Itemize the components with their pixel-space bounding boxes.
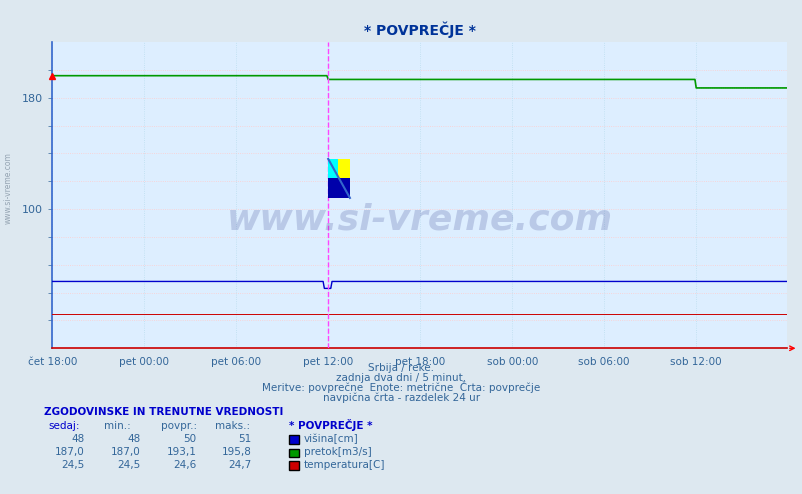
Text: ZGODOVINSKE IN TRENUTNE VREDNOSTI: ZGODOVINSKE IN TRENUTNE VREDNOSTI bbox=[44, 407, 283, 417]
Text: 50: 50 bbox=[184, 434, 196, 444]
Text: 187,0: 187,0 bbox=[111, 448, 140, 457]
Text: pretok[m3/s]: pretok[m3/s] bbox=[303, 448, 371, 457]
Text: 195,8: 195,8 bbox=[221, 448, 251, 457]
Text: višina[cm]: višina[cm] bbox=[303, 434, 358, 444]
Text: 24,6: 24,6 bbox=[173, 460, 196, 470]
Text: Srbija / reke.: Srbija / reke. bbox=[368, 364, 434, 373]
Text: 24,7: 24,7 bbox=[228, 460, 251, 470]
Text: 193,1: 193,1 bbox=[167, 448, 196, 457]
Text: www.si-vreme.com: www.si-vreme.com bbox=[226, 203, 612, 237]
Text: navpična črta - razdelek 24 ur: navpična črta - razdelek 24 ur bbox=[322, 393, 480, 403]
Text: 48: 48 bbox=[127, 434, 140, 444]
Text: * POVPREČJE *: * POVPREČJE * bbox=[289, 419, 372, 431]
Text: temperatura[C]: temperatura[C] bbox=[303, 460, 384, 470]
Text: 24,5: 24,5 bbox=[117, 460, 140, 470]
Text: www.si-vreme.com: www.si-vreme.com bbox=[3, 152, 13, 224]
Text: zadnja dva dni / 5 minut.: zadnja dva dni / 5 minut. bbox=[336, 373, 466, 383]
Title: * POVPREČJE *: * POVPREČJE * bbox=[363, 22, 475, 38]
Text: sedaj:: sedaj: bbox=[48, 421, 79, 431]
Bar bbox=[328, 159, 350, 198]
Text: povpr.:: povpr.: bbox=[160, 421, 196, 431]
Text: min.:: min.: bbox=[104, 421, 131, 431]
Text: Meritve: povprečne  Enote: metrične  Črta: povprečje: Meritve: povprečne Enote: metrične Črta:… bbox=[262, 381, 540, 393]
Bar bbox=[328, 178, 350, 198]
Text: 24,5: 24,5 bbox=[61, 460, 84, 470]
Text: 51: 51 bbox=[237, 434, 251, 444]
Bar bbox=[328, 159, 338, 198]
Text: 48: 48 bbox=[71, 434, 84, 444]
Text: maks.:: maks.: bbox=[215, 421, 250, 431]
Text: 187,0: 187,0 bbox=[55, 448, 84, 457]
